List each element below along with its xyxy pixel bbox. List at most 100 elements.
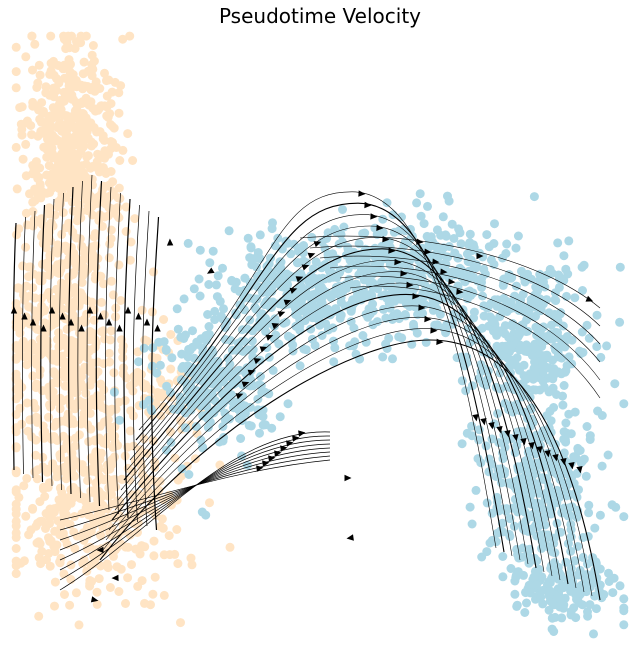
point-lightblue xyxy=(311,278,321,287)
point-bisque xyxy=(27,31,37,41)
point-lightblue xyxy=(561,264,571,274)
point-lightblue xyxy=(426,232,436,242)
point-bisque xyxy=(28,101,38,111)
point-bisque xyxy=(103,194,113,204)
point-lightblue xyxy=(524,558,534,568)
point-bisque xyxy=(125,255,135,265)
arrowhead xyxy=(496,426,503,434)
point-bisque xyxy=(61,493,71,503)
point-lightblue xyxy=(490,219,499,229)
point-lightblue xyxy=(332,227,342,237)
point-lightblue xyxy=(195,291,205,301)
point-lightblue xyxy=(497,518,507,528)
point-lightblue xyxy=(561,366,571,376)
arrowhead xyxy=(520,438,527,446)
point-lightblue xyxy=(415,189,425,199)
point-lightblue xyxy=(278,276,288,285)
point-bisque xyxy=(88,41,98,50)
point-bisque xyxy=(111,143,121,152)
point-lightblue xyxy=(295,361,305,371)
point-bisque xyxy=(34,60,44,70)
point-bisque xyxy=(25,189,34,199)
point-bisque xyxy=(59,569,69,579)
point-bisque xyxy=(50,175,60,185)
point-lightblue xyxy=(544,387,554,397)
streamline xyxy=(114,192,121,515)
point-lightblue xyxy=(360,256,370,266)
arrowhead xyxy=(307,252,316,259)
point-lightblue xyxy=(317,298,327,308)
point-bisque xyxy=(108,177,118,187)
point-lightblue xyxy=(204,322,214,331)
point-bisque xyxy=(99,279,108,289)
point-bisque xyxy=(92,599,102,609)
point-lightblue xyxy=(471,485,481,495)
point-lightblue xyxy=(467,333,477,343)
point-lightblue xyxy=(218,263,227,273)
point-bisque xyxy=(51,313,61,323)
point-bisque xyxy=(150,572,160,582)
arrowhead xyxy=(416,238,424,245)
point-bisque xyxy=(51,419,61,429)
point-lightblue xyxy=(577,262,587,272)
point-bisque xyxy=(67,415,77,425)
point-lightblue xyxy=(236,337,246,346)
point-lightblue xyxy=(608,588,618,598)
arrowhead xyxy=(292,435,300,442)
point-lightblue xyxy=(435,309,445,319)
point-bisque xyxy=(87,243,97,253)
streamline xyxy=(132,214,513,557)
point-lightblue xyxy=(329,357,339,367)
point-lightblue xyxy=(326,292,336,302)
point-bisque xyxy=(99,438,108,448)
point-lightblue xyxy=(477,552,487,562)
point-lightblue xyxy=(487,317,497,327)
point-bisque xyxy=(157,514,167,524)
point-lightblue xyxy=(507,273,517,283)
point-lightblue xyxy=(482,498,492,508)
point-lightblue xyxy=(547,565,557,575)
arrowhead xyxy=(29,318,37,326)
point-bisque xyxy=(83,476,93,486)
point-lightblue xyxy=(139,343,149,353)
point-lightblue xyxy=(162,445,171,455)
point-lightblue xyxy=(223,395,233,405)
point-bisque xyxy=(16,119,26,129)
point-bisque xyxy=(65,519,75,529)
streamline xyxy=(40,204,46,483)
point-bisque xyxy=(89,139,99,149)
point-bisque xyxy=(149,551,159,561)
point-bisque xyxy=(135,549,145,559)
arrowhead xyxy=(394,258,402,266)
point-bisque xyxy=(15,328,25,338)
point-lightblue xyxy=(240,401,250,411)
point-lightblue xyxy=(203,310,213,319)
arrowhead xyxy=(105,318,113,326)
point-lightblue xyxy=(318,309,328,319)
point-lightblue xyxy=(307,297,317,307)
point-lightblue xyxy=(558,400,568,410)
point-bisque xyxy=(64,465,74,475)
point-lightblue xyxy=(506,564,516,573)
point-lightblue xyxy=(184,394,194,404)
point-bisque xyxy=(72,82,82,92)
point-bisque xyxy=(71,362,81,372)
point-lightblue xyxy=(232,402,242,412)
point-lightblue xyxy=(264,297,274,307)
point-lightblue xyxy=(243,233,253,243)
arrowhead xyxy=(268,455,276,462)
point-lightblue xyxy=(492,341,502,351)
point-bisque xyxy=(25,415,35,425)
point-bisque xyxy=(85,578,95,588)
point-lightblue xyxy=(436,230,446,240)
streamline xyxy=(123,248,537,569)
point-lightblue xyxy=(249,294,259,304)
point-bisque xyxy=(28,221,38,231)
streamline xyxy=(59,451,331,541)
point-lightblue xyxy=(582,320,592,330)
point-bisque xyxy=(90,229,100,239)
point-lightblue xyxy=(508,503,518,513)
point-bisque xyxy=(16,558,26,568)
arrowhead xyxy=(59,312,66,320)
point-bisque xyxy=(147,307,157,317)
